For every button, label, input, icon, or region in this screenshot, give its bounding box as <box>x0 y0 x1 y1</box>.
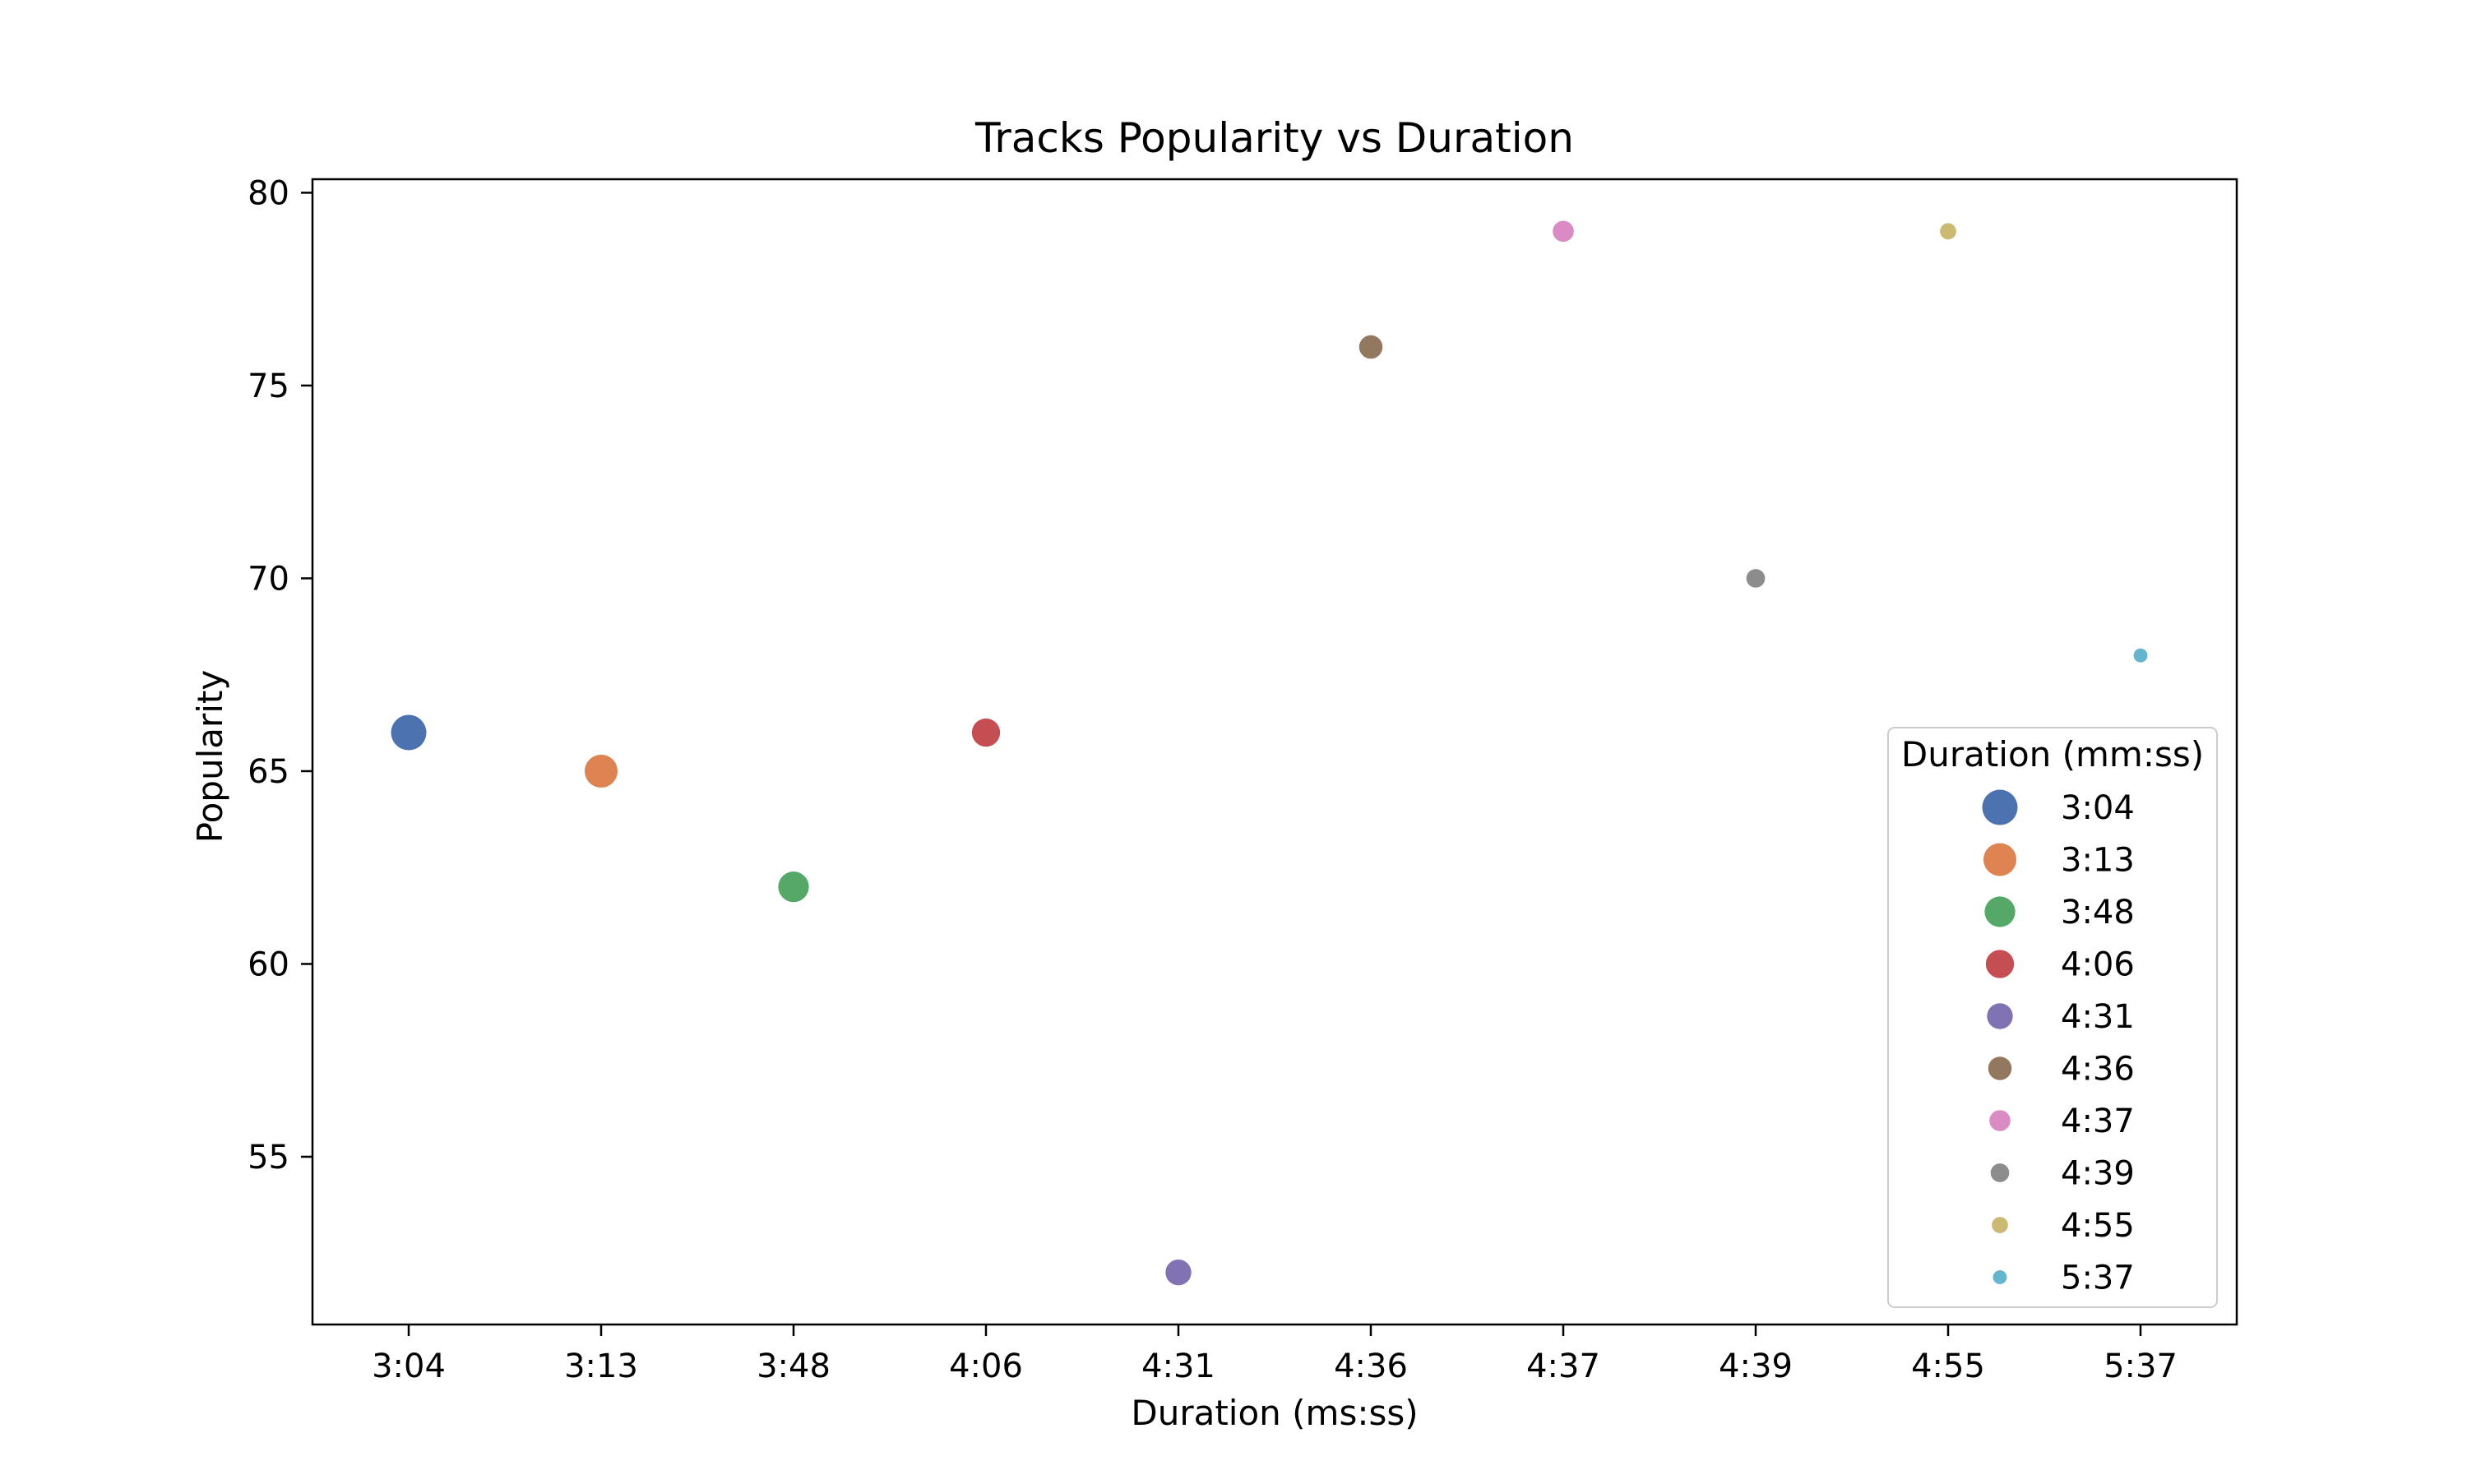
legend-marker <box>1993 1270 2007 1284</box>
legend-entry-label: 5:37 <box>2061 1260 2135 1297</box>
x-tick-label: 3:04 <box>372 1348 446 1385</box>
x-tick-label: 5:37 <box>2104 1348 2178 1385</box>
y-tick-label: 65 <box>248 753 289 791</box>
data-point-4-36 <box>1358 335 1383 359</box>
y-tick-label: 70 <box>248 560 289 598</box>
legend-marker <box>1987 1003 2013 1029</box>
legend: Duration (mm:ss) 3:04 3:13 3:48 4:06 4:31 4:3… <box>1887 727 2218 1308</box>
legend-marker <box>1990 1163 2010 1182</box>
x-tick-label: 4:39 <box>1719 1348 1793 1385</box>
legend-entry-label: 4:06 <box>2061 946 2135 984</box>
data-point-3-04 <box>391 714 427 751</box>
legend-entry-label: 4:36 <box>2061 1051 2135 1089</box>
x-tick-label: 3:13 <box>564 1348 638 1385</box>
data-point-4-31 <box>1165 1259 1192 1286</box>
plot-frame <box>311 178 2238 1326</box>
legend-title: Duration (mm:ss) <box>1901 734 2204 774</box>
data-point-4-06 <box>971 718 1001 747</box>
data-point-4-37 <box>1553 220 1574 243</box>
legend-entry-label: 3:04 <box>2061 789 2135 827</box>
legend-marker <box>1989 1110 2011 1131</box>
x-tick-label: 4:37 <box>1526 1348 1600 1385</box>
x-tick-label: 4:31 <box>1141 1348 1215 1385</box>
legend-entry-label: 4:39 <box>2061 1155 2135 1193</box>
y-axis-label: Popularity <box>190 670 230 843</box>
data-point-4-55 <box>1940 223 1956 240</box>
data-point-5-37 <box>2133 648 2148 663</box>
legend-marker <box>1982 789 2018 825</box>
x-tick-label: 4:55 <box>1911 1348 1985 1385</box>
x-axis-label: Duration (ms:ss) <box>1131 1393 1418 1433</box>
data-points <box>391 220 2148 1286</box>
legend-marker <box>1992 1217 2008 1233</box>
y-tick-label: 80 <box>248 174 289 212</box>
y-tick-label: 55 <box>248 1139 289 1177</box>
legend-marker <box>1984 896 2016 927</box>
legend-box <box>1887 727 2218 1308</box>
axis-ticks: 3:04 3:13 3:48 4:06 4:31 4:36 4:37 4:39 4:55 5:37… <box>248 174 2178 1385</box>
x-tick-label: 3:48 <box>757 1348 831 1385</box>
data-point-3-48 <box>778 871 809 903</box>
chart-title: Tracks Popularity vs Duration <box>974 114 1574 162</box>
x-tick-label: 4:06 <box>949 1348 1023 1385</box>
legend-entry-label: 3:48 <box>2061 894 2135 932</box>
y-tick-label: 60 <box>248 945 289 983</box>
y-tick-label: 75 <box>248 368 289 405</box>
legend-entry-label: 4:55 <box>2061 1207 2135 1245</box>
legend-marker <box>1983 843 2017 876</box>
data-point-4-39 <box>1746 569 1766 588</box>
legend-marker <box>1988 1056 2012 1080</box>
data-point-3-13 <box>584 754 618 788</box>
legend-entry-label: 3:13 <box>2061 842 2135 880</box>
legend-entry-label: 4:31 <box>2061 998 2135 1036</box>
x-tick-label: 4:36 <box>1334 1348 1408 1385</box>
legend-entry-label: 4:37 <box>2061 1103 2135 1140</box>
legend-marker <box>1985 950 2015 978</box>
